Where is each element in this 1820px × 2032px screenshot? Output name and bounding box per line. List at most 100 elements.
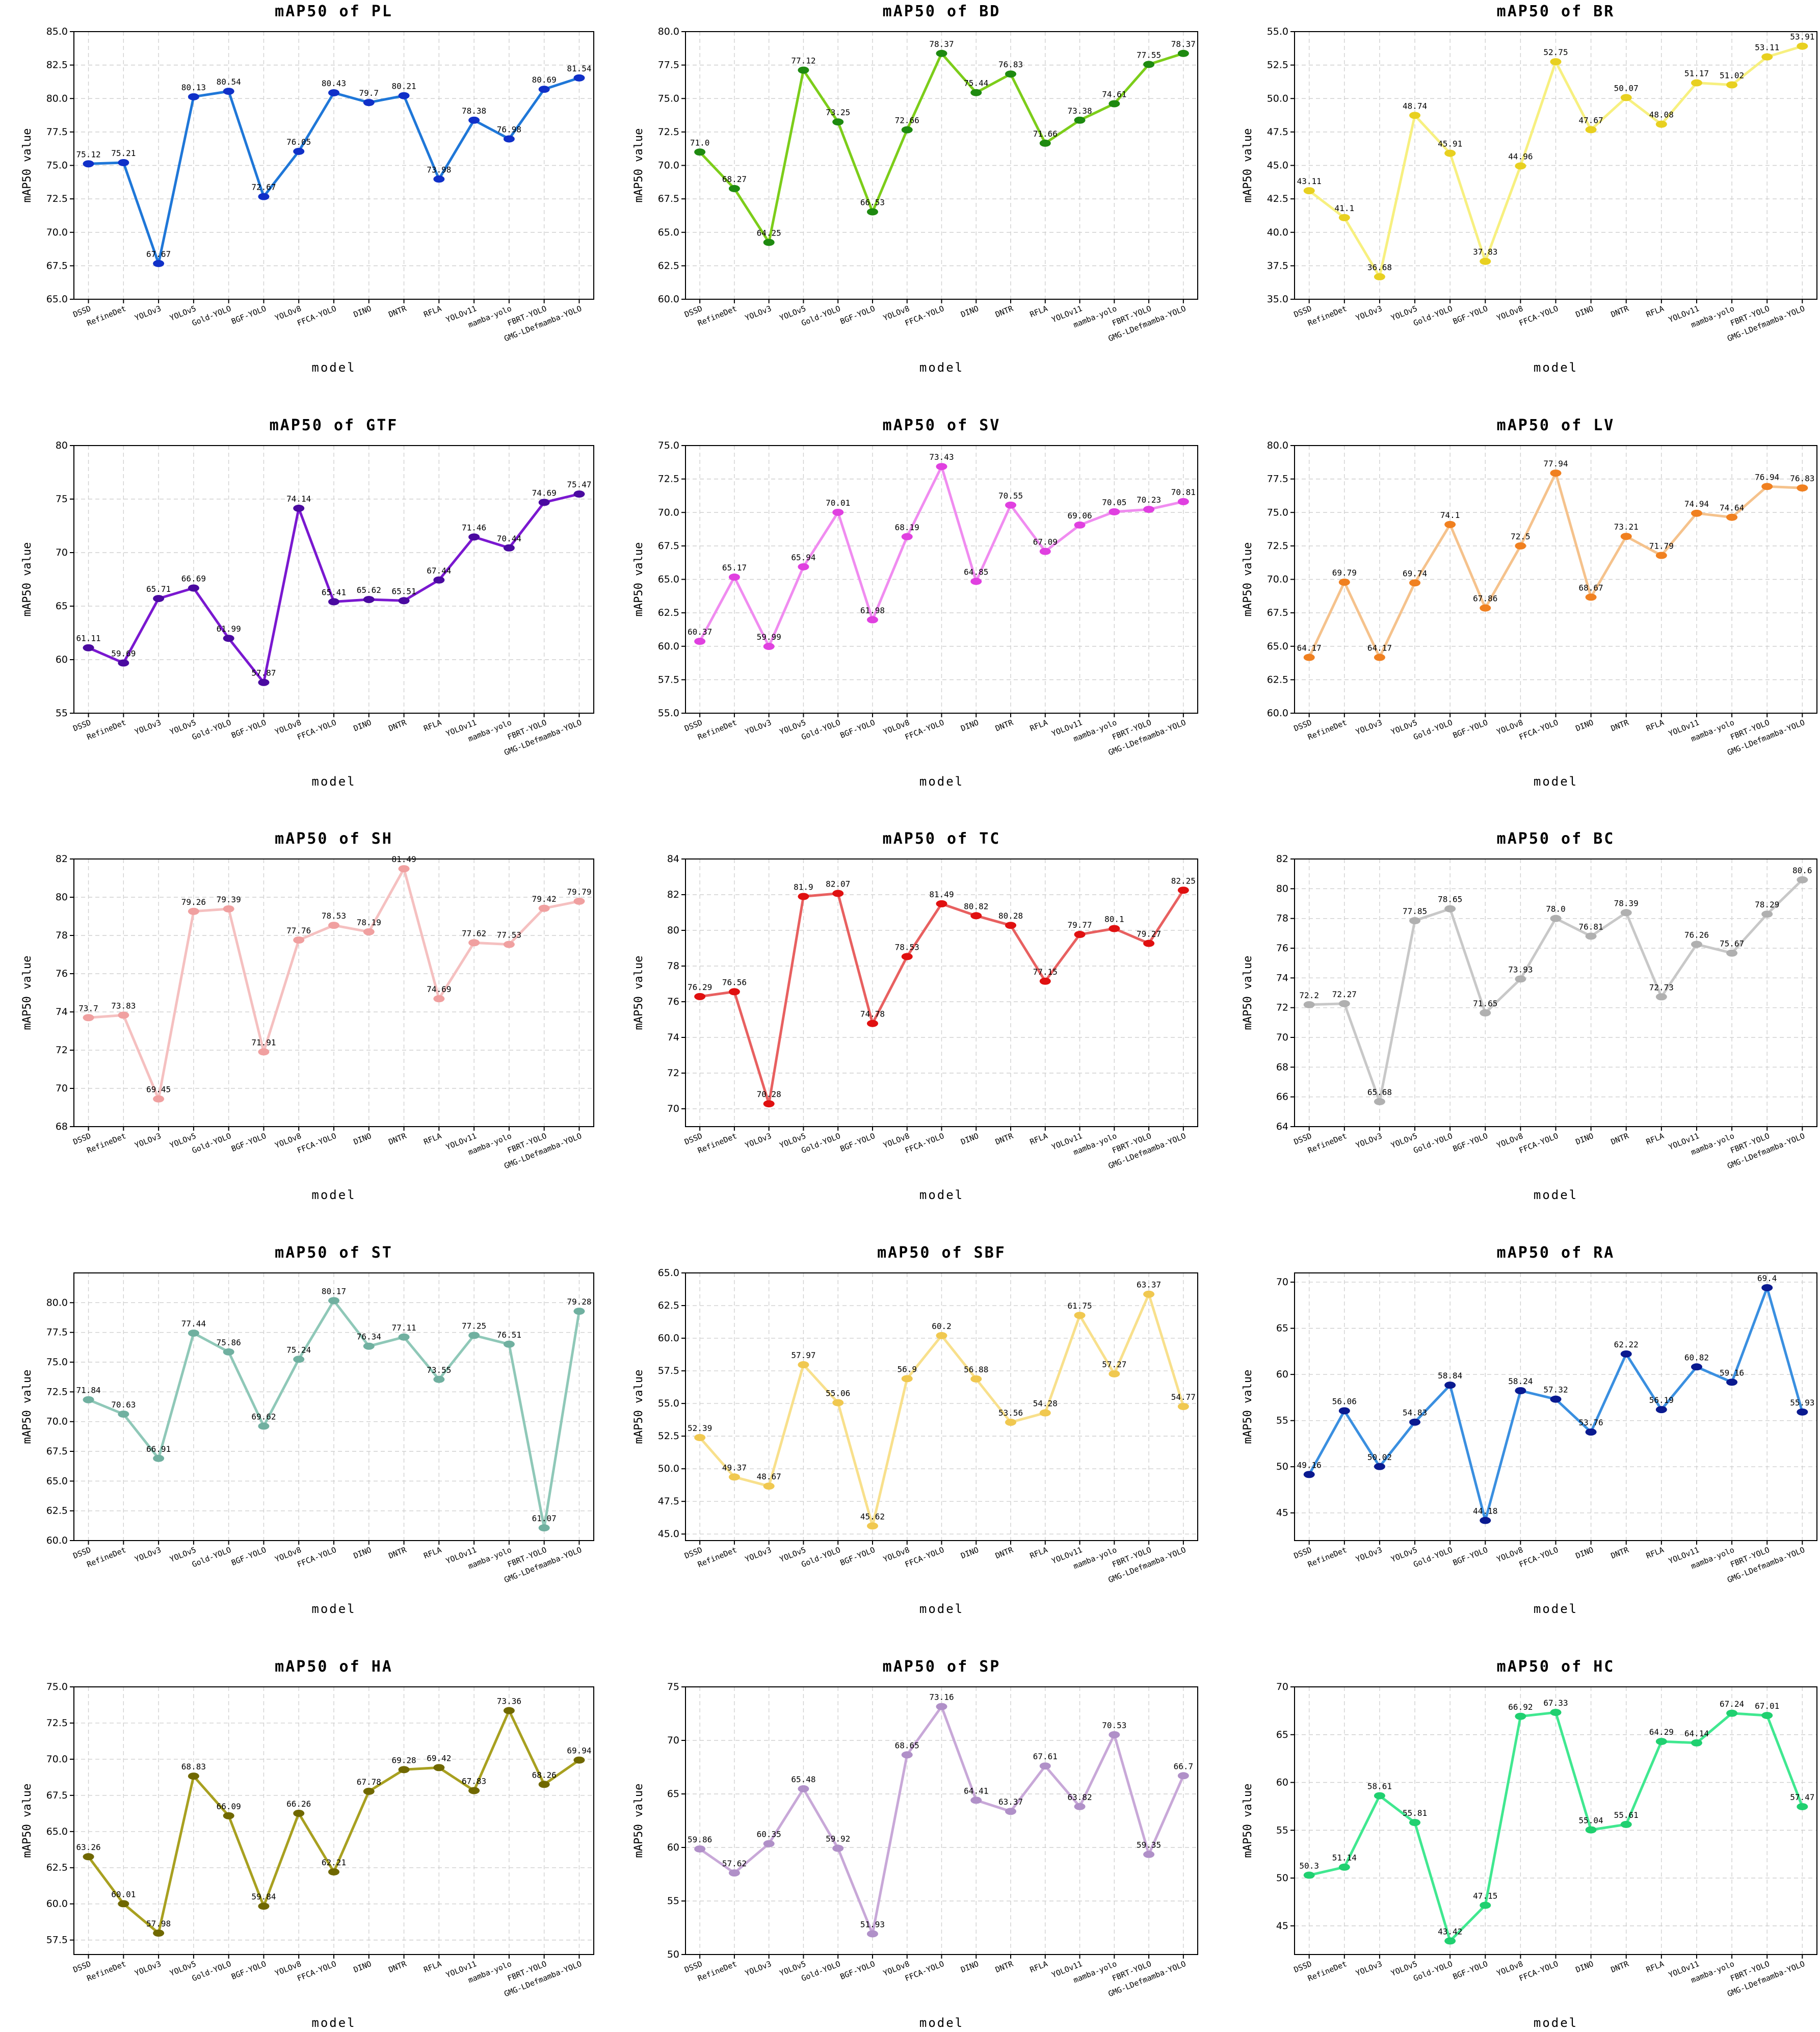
x-tick-label: RefineDet [1306, 304, 1348, 328]
x-tick-label: DNTR [387, 718, 408, 734]
chart-title: mAP50 of SBF [877, 1244, 1006, 1262]
data-label: 58.84 [1438, 1371, 1462, 1380]
data-point [503, 544, 515, 552]
x-tick-label: DINO [960, 1959, 980, 1974]
data-point [866, 616, 878, 623]
data-point [1039, 548, 1051, 555]
y-tick-label: 74 [1276, 972, 1288, 983]
data-point [1620, 1350, 1632, 1358]
data-point [258, 193, 270, 200]
data-label: 77.94 [1543, 459, 1568, 468]
y-tick-label: 66 [1276, 1091, 1288, 1103]
data-label: 74.69 [427, 984, 451, 994]
data-point [118, 1410, 129, 1418]
x-tick-label: DSSD [1293, 718, 1313, 733]
x-tick-label: DINO [352, 304, 373, 319]
data-point [328, 922, 339, 929]
x-tick-label: RFLA [1028, 304, 1049, 319]
x-tick-label: RFLA [1645, 1545, 1665, 1560]
x-tick-label: DINO [960, 1545, 980, 1560]
data-point [468, 939, 480, 947]
data-label: 68.19 [895, 523, 919, 532]
chart-bc: mAP50 of BC 64 66 68 70 72 74 76 78 80 82 DSSDRefin… [1242, 830, 1817, 1202]
data-label: 76.81 [1579, 922, 1603, 931]
data-point [832, 118, 844, 126]
data-label: 80.28 [998, 911, 1023, 921]
y-tick-label: 77.5 [1267, 474, 1288, 485]
y-tick-label: 65.0 [46, 1826, 68, 1837]
data-label: 76.29 [688, 982, 712, 992]
data-label: 73.21 [1614, 522, 1639, 532]
data-label: 53.56 [998, 1408, 1023, 1418]
data-label: 63.37 [1137, 1280, 1161, 1290]
y-tick-label: 67.5 [46, 1446, 68, 1457]
plot-frame [1294, 1272, 1817, 1541]
data-label: 59.35 [1137, 1840, 1161, 1850]
y-tick-label: 75 [667, 1681, 679, 1692]
x-tick-label: RefineDet [1306, 1545, 1348, 1569]
y-tick-label: 47.5 [658, 1496, 679, 1507]
data-point [798, 1361, 809, 1369]
x-tick-label: RefineDet [86, 718, 127, 742]
data-point [1074, 931, 1086, 939]
x-axis-label: model [1534, 1188, 1578, 1202]
y-axis-label: mAP50 value [21, 128, 34, 203]
data-point [901, 1375, 913, 1383]
data-point [1143, 1290, 1155, 1298]
data-label: 78.39 [1614, 898, 1639, 908]
data-label: 58.24 [1508, 1376, 1533, 1386]
data-label: 73.38 [1067, 106, 1092, 116]
y-tick-label: 68 [56, 1121, 68, 1132]
x-tick-label: RefineDet [86, 1131, 127, 1155]
data-point [1109, 1731, 1120, 1738]
data-label: 64.29 [1649, 1727, 1674, 1737]
y-tick-label: 77.5 [46, 126, 68, 138]
x-tick-label: FFCA-YOLO [904, 1545, 945, 1569]
data-label: 43.11 [1297, 176, 1322, 186]
x-tick-label: Gold-YOLO [191, 304, 232, 328]
y-tick-label: 55.0 [658, 708, 679, 719]
data-point [573, 1308, 585, 1315]
chart-title: mAP50 of HA [275, 1658, 393, 1676]
data-label: 77.12 [791, 56, 815, 66]
x-tick-label: RefineDet [696, 718, 738, 742]
data-point [1338, 1407, 1350, 1415]
data-point [1761, 1712, 1773, 1720]
data-label: 78.65 [1438, 895, 1462, 904]
data-point [1620, 909, 1632, 917]
y-tick-label: 65 [1276, 1729, 1288, 1740]
data-label: 69.94 [567, 1746, 591, 1756]
data-label: 63.37 [998, 1797, 1023, 1807]
data-label: 55.06 [826, 1389, 850, 1398]
y-tick-label: 82 [667, 889, 679, 900]
data-point [970, 1796, 982, 1804]
data-label: 56.88 [964, 1365, 988, 1374]
data-point [1143, 940, 1155, 947]
x-tick-label: DSSD [1293, 1131, 1313, 1147]
data-label: 75.86 [217, 1338, 241, 1347]
data-label: 75.24 [286, 1345, 311, 1354]
data-label: 69.45 [146, 1085, 171, 1095]
y-tick-label: 65.0 [1267, 641, 1288, 652]
data-point [798, 66, 809, 74]
x-tick-label: YOLOv3 [134, 718, 163, 737]
data-point [328, 1297, 339, 1305]
data-point [1303, 1471, 1315, 1478]
data-point [258, 679, 270, 686]
x-tick-label: FFCA-YOLO [1518, 1131, 1560, 1155]
y-tick-label: 62.5 [46, 1505, 68, 1517]
data-label: 67.67 [146, 249, 171, 259]
data-point [970, 578, 982, 585]
x-axis-label: model [919, 774, 964, 789]
data-label: 55.81 [1403, 1808, 1427, 1818]
x-tick-label: DNTR [387, 1545, 408, 1561]
x-tick-label: DINO [352, 1959, 373, 1974]
data-label: 68.27 [722, 174, 747, 184]
data-label: 61.07 [532, 1514, 557, 1523]
y-tick-label: 75 [56, 493, 68, 505]
data-label: 53.91 [1790, 32, 1814, 42]
data-point [1480, 257, 1491, 265]
x-tick-label: Gold-YOLO [1412, 304, 1454, 328]
data-label: 67.78 [357, 1777, 381, 1787]
data-point [223, 1348, 234, 1356]
